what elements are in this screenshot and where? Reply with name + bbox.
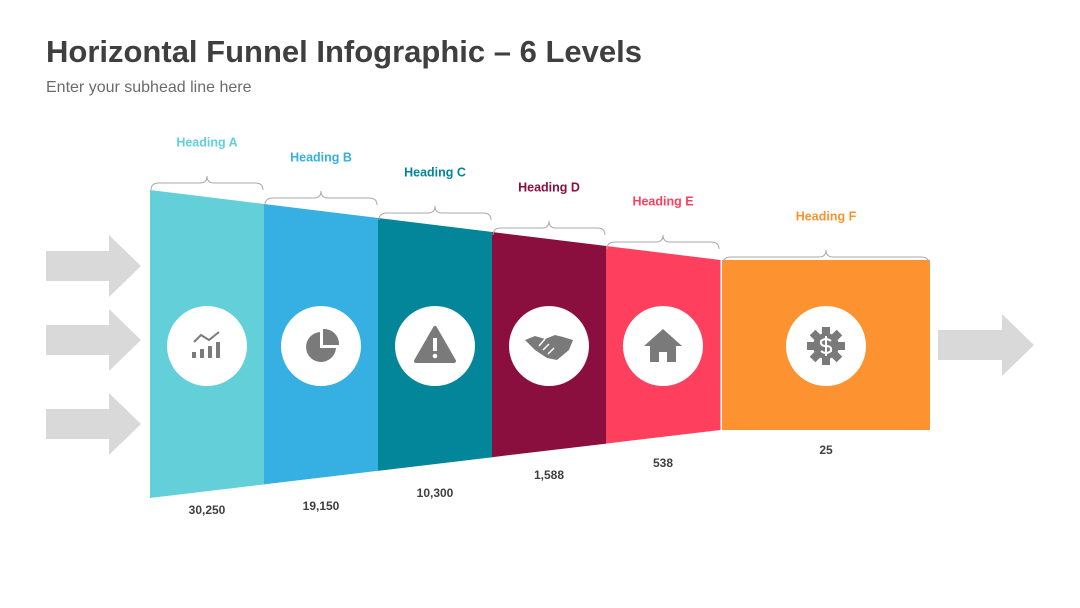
- icon: [192, 331, 220, 358]
- input-arrows: [46, 235, 1034, 455]
- arrow: [46, 393, 141, 455]
- icon: [807, 327, 845, 365]
- icon-part: [433, 338, 437, 351]
- arrow: [938, 314, 1034, 376]
- icon-part: [822, 355, 830, 365]
- icon-circle: [167, 306, 247, 386]
- icon-part: [192, 352, 196, 358]
- heading: Heading C: [404, 165, 466, 179]
- icon-part: [822, 327, 830, 337]
- icon-circle: [281, 306, 361, 386]
- title: Horizontal Funnel Infographic – 6 Levels: [46, 34, 642, 69]
- subtitle: Enter your subhead line here: [46, 79, 252, 96]
- icon-part: [216, 342, 220, 358]
- arrow: [46, 235, 141, 297]
- value: 25: [819, 443, 833, 457]
- icon: [414, 326, 456, 363]
- heading: Heading A: [176, 135, 237, 149]
- icon-part: [193, 331, 220, 343]
- heading: Heading D: [518, 180, 580, 194]
- brace: [264, 190, 378, 206]
- icon-part: [323, 328, 340, 345]
- heading: Heading F: [796, 209, 857, 223]
- brace: [722, 249, 930, 265]
- brace: [378, 205, 492, 221]
- brace: [606, 234, 720, 250]
- value: 10,300: [417, 486, 454, 500]
- value: 538: [653, 456, 673, 470]
- icon-part: [819, 336, 833, 356]
- icon-part: [200, 349, 204, 358]
- icon: [306, 328, 340, 362]
- value: 30,250: [189, 503, 226, 517]
- icon: [525, 335, 573, 360]
- heading: Heading E: [632, 194, 693, 208]
- icon-part: [525, 335, 573, 360]
- brace: [150, 175, 264, 191]
- icon-part: [432, 353, 438, 359]
- brace: [492, 220, 606, 236]
- icon-part: [644, 329, 682, 362]
- icon: [644, 329, 682, 362]
- value: 1,588: [534, 468, 564, 482]
- icon-part: [538, 338, 555, 355]
- icon-part: [208, 346, 212, 358]
- value: 19,150: [303, 499, 340, 513]
- arrow: [46, 309, 141, 371]
- icon-part: [306, 332, 336, 362]
- heading: Heading B: [290, 150, 352, 164]
